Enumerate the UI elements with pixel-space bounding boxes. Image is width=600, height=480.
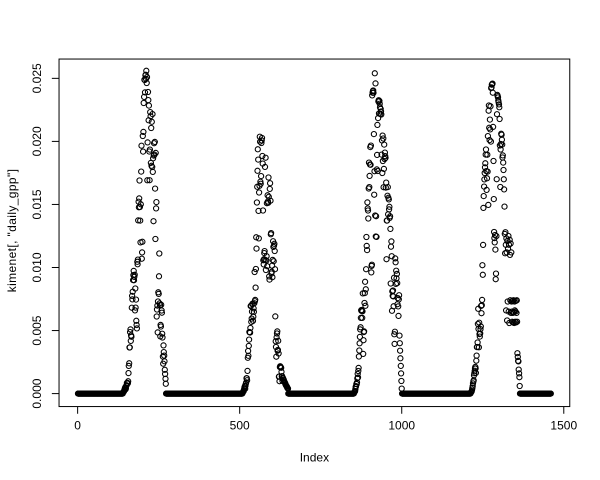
svg-text:0.015: 0.015 [30, 189, 44, 219]
svg-text:0.025: 0.025 [30, 63, 44, 93]
svg-text:0.010: 0.010 [30, 252, 44, 282]
svg-text:0: 0 [74, 419, 81, 433]
svg-text:0.020: 0.020 [30, 126, 44, 156]
svg-text:1500: 1500 [550, 419, 577, 433]
svg-text:kimenet[, "daily_gpp"]: kimenet[, "daily_gpp"] [5, 169, 19, 293]
svg-text:0.000: 0.000 [30, 378, 44, 408]
svg-text:0.005: 0.005 [30, 315, 44, 345]
svg-text:500: 500 [230, 419, 250, 433]
svg-text:Index: Index [300, 451, 329, 465]
svg-text:1000: 1000 [388, 419, 415, 433]
